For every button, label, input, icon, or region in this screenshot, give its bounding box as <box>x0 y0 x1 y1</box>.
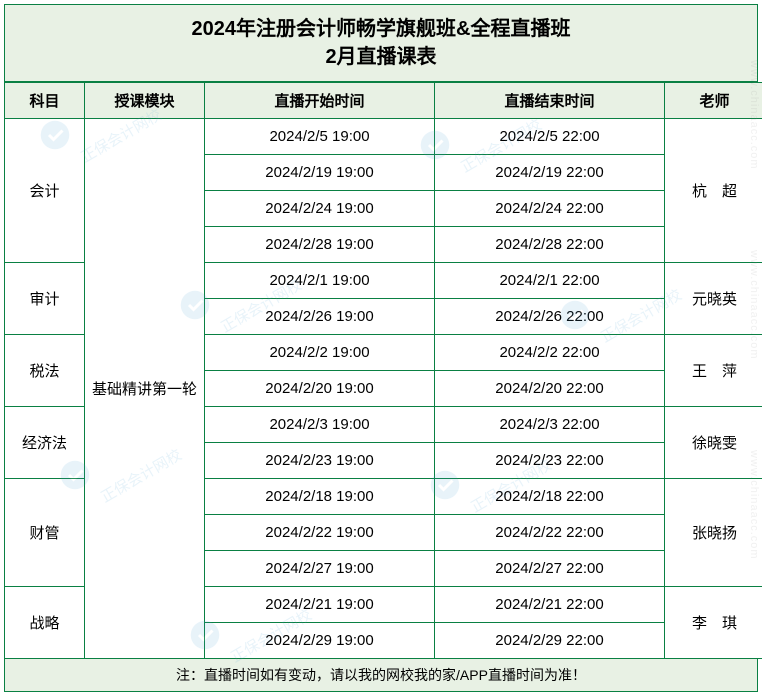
end-time-cell: 2024/2/1 22:00 <box>435 263 665 299</box>
header-start: 直播开始时间 <box>205 83 435 119</box>
title-line-1: 2024年注册会计师畅学旗舰班&全程直播班 <box>5 15 757 43</box>
subject-cell: 会计 <box>5 119 85 263</box>
start-time-cell: 2024/2/23 19:00 <box>205 443 435 479</box>
header-row: 科目 授课模块 直播开始时间 直播结束时间 老师 <box>5 83 762 119</box>
end-time-cell: 2024/2/26 22:00 <box>435 299 665 335</box>
end-time-cell: 2024/2/22 22:00 <box>435 515 665 551</box>
header-end: 直播结束时间 <box>435 83 665 119</box>
end-time-cell: 2024/2/2 22:00 <box>435 335 665 371</box>
start-time-cell: 2024/2/3 19:00 <box>205 407 435 443</box>
header-module: 授课模块 <box>85 83 205 119</box>
start-time-cell: 2024/2/2 19:00 <box>205 335 435 371</box>
start-time-cell: 2024/2/29 19:00 <box>205 623 435 659</box>
subject-cell: 税法 <box>5 335 85 407</box>
table-row: 会计基础精讲第一轮2024/2/5 19:002024/2/5 22:00杭 超 <box>5 119 762 155</box>
start-time-cell: 2024/2/27 19:00 <box>205 551 435 587</box>
subject-cell: 审计 <box>5 263 85 335</box>
start-time-cell: 2024/2/24 19:00 <box>205 191 435 227</box>
start-time-cell: 2024/2/20 19:00 <box>205 371 435 407</box>
start-time-cell: 2024/2/21 19:00 <box>205 587 435 623</box>
end-time-cell: 2024/2/29 22:00 <box>435 623 665 659</box>
end-time-cell: 2024/2/20 22:00 <box>435 371 665 407</box>
end-time-cell: 2024/2/27 22:00 <box>435 551 665 587</box>
teacher-cell: 李 琪 <box>665 587 762 659</box>
end-time-cell: 2024/2/3 22:00 <box>435 407 665 443</box>
start-time-cell: 2024/2/1 19:00 <box>205 263 435 299</box>
watermark-url: www.chinaacc.com <box>748 60 760 170</box>
end-time-cell: 2024/2/24 22:00 <box>435 191 665 227</box>
end-time-cell: 2024/2/21 22:00 <box>435 587 665 623</box>
footer-note: 注：直播时间如有变动，请以我的网校我的家/APP直播时间为准！ <box>4 659 758 692</box>
start-time-cell: 2024/2/5 19:00 <box>205 119 435 155</box>
start-time-cell: 2024/2/18 19:00 <box>205 479 435 515</box>
start-time-cell: 2024/2/19 19:00 <box>205 155 435 191</box>
end-time-cell: 2024/2/28 22:00 <box>435 227 665 263</box>
watermark-url: www.chinaacc.com <box>748 250 760 360</box>
start-time-cell: 2024/2/28 19:00 <box>205 227 435 263</box>
schedule-table: 科目 授课模块 直播开始时间 直播结束时间 老师 会计基础精讲第一轮2024/2… <box>4 82 762 659</box>
header-subject: 科目 <box>5 83 85 119</box>
title-line-2: 2月直播课表 <box>5 43 757 71</box>
start-time-cell: 2024/2/26 19:00 <box>205 299 435 335</box>
module-cell: 基础精讲第一轮 <box>85 119 205 659</box>
end-time-cell: 2024/2/18 22:00 <box>435 479 665 515</box>
schedule-title: 2024年注册会计师畅学旗舰班&全程直播班 2月直播课表 <box>4 4 758 82</box>
end-time-cell: 2024/2/23 22:00 <box>435 443 665 479</box>
watermark-url: www.chinaacc.com <box>748 450 760 560</box>
end-time-cell: 2024/2/5 22:00 <box>435 119 665 155</box>
subject-cell: 战略 <box>5 587 85 659</box>
end-time-cell: 2024/2/19 22:00 <box>435 155 665 191</box>
subject-cell: 经济法 <box>5 407 85 479</box>
start-time-cell: 2024/2/22 19:00 <box>205 515 435 551</box>
subject-cell: 财管 <box>5 479 85 587</box>
